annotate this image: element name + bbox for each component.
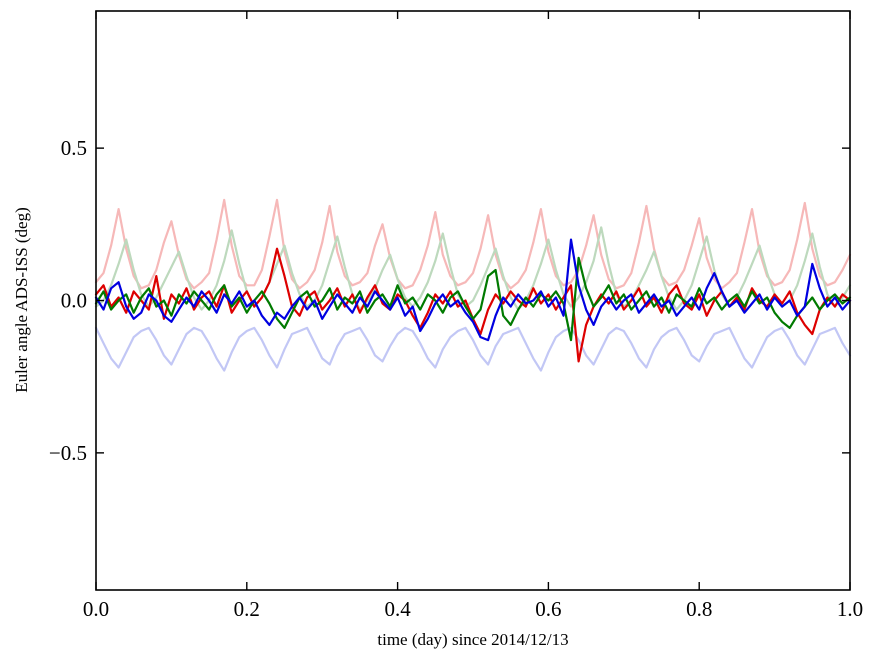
series-euler-angle-3-line	[94, 238, 852, 342]
series-euler-angle-2-line	[94, 256, 852, 342]
x-tick-label: 1.0	[837, 597, 863, 621]
y-axis-label: Euler angle ADS-ISS (deg)	[12, 207, 31, 393]
series-euler-angle-3-faint-line	[94, 326, 852, 372]
y-tick-label: 0.5	[61, 136, 87, 160]
x-tick-label: 0.0	[83, 597, 109, 621]
x-tick-label: 0.8	[686, 597, 712, 621]
x-tick-label: 0.6	[535, 597, 561, 621]
x-tick-label: 0.2	[234, 597, 260, 621]
series-euler-angle-1-faint-line	[94, 198, 852, 290]
y-tick-label: −0.5	[49, 441, 87, 465]
x-tick-label: 0.4	[384, 597, 411, 621]
x-axis-label: time (day) since 2014/12/13	[377, 630, 569, 649]
y-tick-label: 0.0	[61, 289, 87, 313]
